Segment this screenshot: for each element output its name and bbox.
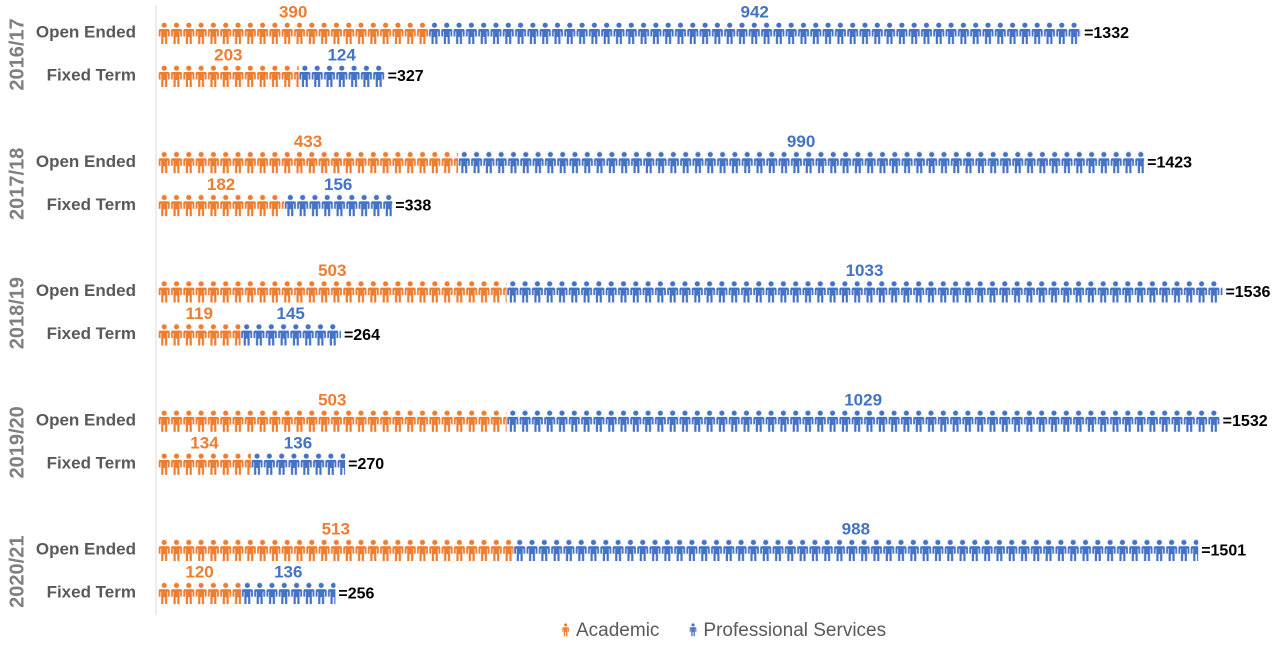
group-label: 2019/20 — [6, 406, 28, 478]
value-label: 503 — [318, 261, 346, 280]
value-label: 503 — [318, 390, 346, 409]
bar-segment — [284, 194, 393, 217]
row-label: Fixed Term — [47, 583, 136, 602]
total-label: =1536 — [1225, 284, 1270, 301]
value-label: 136 — [284, 433, 312, 452]
legend-icon — [689, 623, 697, 637]
legend-label: Academic — [576, 620, 659, 641]
bar-segment — [458, 151, 1145, 174]
value-label: 1033 — [846, 261, 884, 280]
bar-segment — [240, 323, 341, 346]
icon-head — [691, 623, 695, 627]
bar-segment — [158, 280, 507, 303]
value-label: 156 — [324, 175, 352, 194]
bar-segment — [158, 582, 242, 605]
bar-segment — [158, 194, 285, 217]
value-label: 990 — [787, 132, 815, 151]
value-label: 119 — [186, 304, 213, 323]
bar-segment — [158, 151, 459, 174]
value-label: 390 — [279, 2, 307, 21]
icon-body — [562, 627, 569, 637]
legend-label: Professional Services — [703, 620, 886, 641]
total-label: =1532 — [1223, 413, 1268, 430]
value-label: 203 — [214, 45, 242, 64]
total-label: =1332 — [1084, 25, 1129, 42]
total-label: =1423 — [1147, 155, 1192, 172]
value-label: 433 — [294, 132, 322, 151]
group-label: 2020/21 — [6, 536, 28, 608]
value-label: 942 — [740, 2, 768, 21]
bar-segment — [158, 65, 299, 87]
total-label: =1501 — [1201, 542, 1246, 559]
total-label: =338 — [395, 198, 431, 215]
bar-segment — [158, 409, 507, 432]
value-label: 1029 — [844, 390, 882, 409]
bar-segment — [298, 65, 385, 87]
value-label: 182 — [207, 175, 235, 194]
bar-segment — [241, 582, 336, 605]
bar-segment — [506, 280, 1223, 303]
total-label: =270 — [348, 456, 384, 473]
row-label: Fixed Term — [47, 453, 136, 472]
legend-icon — [562, 623, 569, 637]
icon-head — [564, 623, 568, 627]
row-label: Open Ended — [36, 152, 136, 171]
row-label: Fixed Term — [47, 324, 136, 343]
row-label: Fixed Term — [47, 65, 136, 84]
row-label: Open Ended — [36, 22, 136, 41]
bar-segment — [158, 22, 429, 44]
total-label: =256 — [338, 585, 374, 602]
bar-segment — [158, 539, 514, 562]
group-label: 2017/18 — [6, 148, 28, 220]
value-label: 134 — [190, 433, 219, 452]
group-label: 2018/19 — [6, 277, 28, 349]
row-label: Open Ended — [36, 281, 136, 300]
group-label: 2016/17 — [6, 18, 28, 90]
row-label: Open Ended — [36, 410, 136, 429]
value-label: 988 — [842, 520, 870, 539]
value-label: 145 — [277, 304, 305, 323]
bar-segment — [506, 409, 1220, 432]
icon-body — [689, 627, 697, 637]
bar-segment — [158, 452, 251, 475]
value-label: 513 — [322, 520, 350, 539]
row-label: Open Ended — [36, 540, 136, 559]
bar-segment — [158, 323, 241, 346]
bar-segment — [250, 452, 346, 475]
value-label: 124 — [327, 45, 356, 64]
value-label: 136 — [274, 563, 302, 582]
value-label: 120 — [185, 563, 213, 582]
bar-segment — [513, 539, 1199, 562]
total-label: =264 — [344, 327, 380, 344]
row-label: Fixed Term — [47, 195, 136, 214]
bar-segment — [428, 22, 1082, 44]
total-label: =327 — [388, 68, 424, 85]
